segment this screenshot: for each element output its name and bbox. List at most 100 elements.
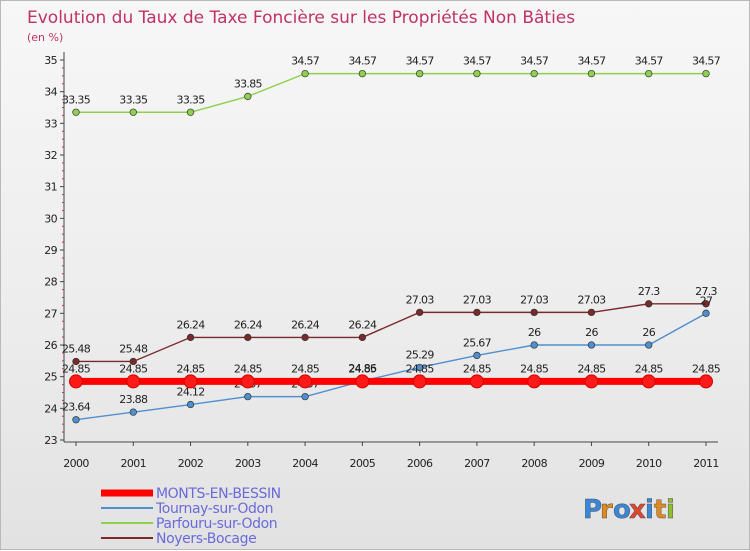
x-tick-label: 2007 xyxy=(464,457,490,470)
x-tick-label: 2010 xyxy=(636,457,662,470)
y-tick-label: 25 xyxy=(44,371,57,384)
legend-label: Noyers-Bocage xyxy=(156,531,256,547)
data-point xyxy=(358,69,367,78)
series-line xyxy=(76,303,706,363)
x-tick-label: 2000 xyxy=(63,457,89,470)
data-label: 23.64 xyxy=(62,401,91,414)
data-label: 33.35 xyxy=(177,93,206,106)
data-point xyxy=(415,363,424,372)
data-point xyxy=(641,374,656,389)
data-point xyxy=(72,108,80,116)
data-label: 26.24 xyxy=(234,318,263,331)
data-point xyxy=(301,69,309,78)
data-point xyxy=(584,374,599,389)
series-layer: 33.35 33.35 33.35 33.85 34.57 34.57 34.57 34.57… xyxy=(62,55,721,424)
series-tournay-sur-odon: 23.6423.8824.1224.3724.3724.8625.2925.67… xyxy=(62,294,714,424)
data-label: 24.85 xyxy=(119,362,148,375)
logo-letter: x xyxy=(629,495,647,525)
legend-label: MONTS-EN-BESSIN xyxy=(156,486,281,502)
x-tick-label: 2009 xyxy=(579,457,605,470)
data-label: 33.35 xyxy=(62,93,91,106)
data-label: 34.57 xyxy=(406,55,435,68)
data-point xyxy=(244,333,252,342)
y-tick-label: 30 xyxy=(44,212,57,225)
x-tick-label: 2005 xyxy=(350,457,376,470)
series-line xyxy=(75,312,707,421)
logo-letter: o xyxy=(613,495,632,525)
data-label: 34.57 xyxy=(692,55,721,68)
x-tick-label: 2003 xyxy=(235,457,261,470)
data-point xyxy=(358,333,367,342)
data-point xyxy=(415,308,424,317)
data-point xyxy=(186,400,195,409)
data-point xyxy=(702,69,710,78)
data-point xyxy=(645,69,653,78)
data-label: 27.03 xyxy=(520,293,549,306)
data-point xyxy=(69,374,83,389)
data-label: 24.85 xyxy=(406,362,435,375)
series-parfouru-sur-odon: 33.35 33.35 33.35 33.85 34.57 34.57 34.57 34.57… xyxy=(62,55,721,116)
data-label: 24.85 xyxy=(463,362,492,375)
data-label: 34.57 xyxy=(635,55,664,68)
data-point xyxy=(530,69,538,78)
x-tick-label: 2011 xyxy=(693,457,719,470)
x-tick-label: 2006 xyxy=(407,457,433,470)
data-label: 34.57 xyxy=(348,55,377,68)
y-tick-label: 27 xyxy=(44,307,57,320)
data-label: 27.03 xyxy=(463,293,492,306)
data-point xyxy=(473,351,481,360)
data-label: 27.03 xyxy=(406,293,435,306)
data-point xyxy=(702,309,710,317)
data-label: 24.85 xyxy=(635,362,664,375)
data-point xyxy=(240,374,255,389)
data-label: 34.57 xyxy=(520,55,549,68)
y-tick-label: 32 xyxy=(44,149,57,162)
data-label: 27.3 xyxy=(695,285,717,298)
series-noyers-bocage: 25.48 25.48 26.24 26.24 26.24 26.24 27.03 27.03… xyxy=(62,285,718,366)
data-point xyxy=(645,300,653,308)
data-point xyxy=(129,357,137,366)
data-label: 26.24 xyxy=(348,318,377,331)
data-label: 27.3 xyxy=(638,285,660,298)
data-point xyxy=(645,341,653,349)
data-point xyxy=(699,374,713,389)
data-label: 26 xyxy=(585,326,598,339)
data-point xyxy=(702,300,710,308)
data-point xyxy=(530,341,538,349)
data-label: 26.24 xyxy=(177,318,206,331)
data-point xyxy=(530,308,538,317)
x-tick-label: 2004 xyxy=(292,457,318,470)
y-tick-label: 28 xyxy=(44,276,57,289)
data-point xyxy=(473,308,481,317)
data-point xyxy=(412,374,427,389)
data-label: 24.86 xyxy=(348,362,377,375)
series-line xyxy=(76,72,706,113)
x-tick-label: 2008 xyxy=(521,457,547,470)
data-point xyxy=(129,408,137,416)
data-label: 25.48 xyxy=(119,342,148,355)
data-label: 24.85 xyxy=(291,362,320,375)
y-tick-label: 34 xyxy=(44,86,57,99)
logo-letter: r xyxy=(600,495,614,525)
data-point xyxy=(587,69,596,78)
y-tick-label: 24 xyxy=(44,402,57,415)
data-label: 24.85 xyxy=(177,362,206,375)
data-label: 34.57 xyxy=(577,55,606,68)
data-label: 24.12 xyxy=(177,386,205,399)
axes: 23 24 25 26 27 28 29 30 31 32 33 34 35 2000 2001 2002 20… xyxy=(44,52,719,470)
data-point xyxy=(244,392,252,401)
data-label: 24.85 xyxy=(577,362,606,375)
data-point xyxy=(301,392,309,401)
logo-letter: i xyxy=(666,495,676,525)
logo-letter: t xyxy=(654,495,667,525)
data-point xyxy=(587,341,596,349)
data-point xyxy=(186,108,195,116)
x-tick-label: 2001 xyxy=(120,457,146,470)
data-point xyxy=(527,374,542,389)
data-point xyxy=(355,374,370,389)
data-point xyxy=(469,374,484,389)
data-label: 26.24 xyxy=(291,318,320,331)
legend-label: Tournay-sur-Odon xyxy=(155,501,273,517)
